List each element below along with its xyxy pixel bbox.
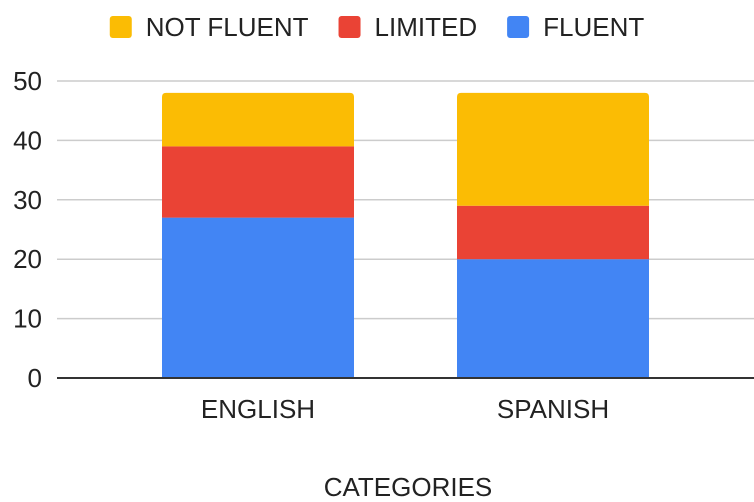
legend-swatch-limited [338,16,361,38]
bar-segment-limited [457,205,649,260]
y-tick-label: 20 [13,244,42,274]
bar-segment-fluent [457,259,649,378]
legend-swatch-fluent [507,16,530,38]
legend-label: NOT FLUENT [146,12,309,42]
x-category-label: SPANISH [497,394,609,424]
legend-label: FLUENT [543,12,644,42]
y-tick-label: 10 [13,304,42,334]
bar-segment-not-fluent [162,92,354,147]
bar-segment-not-fluent [457,92,649,206]
x-axis-title: CATEGORIES [324,472,493,502]
y-axis-tick-labels: 0 10 20 30 40 50 [13,66,42,393]
y-tick-label: 50 [13,66,42,96]
bar-segment-limited [162,146,354,218]
bar-segment-fluent [162,217,354,378]
x-axis-category-labels: ENGLISH SPANISH [201,394,609,424]
y-tick-label: 30 [13,185,42,215]
bars [162,92,649,378]
legend-label: LIMITED [375,12,478,42]
legend-swatch-not-fluent [109,16,132,38]
x-category-label: ENGLISH [201,394,315,424]
y-tick-label: 0 [28,363,42,393]
gridlines [57,80,754,320]
legend: NOT FLUENT LIMITED FLUENT [109,12,644,42]
y-tick-label: 40 [13,125,42,155]
